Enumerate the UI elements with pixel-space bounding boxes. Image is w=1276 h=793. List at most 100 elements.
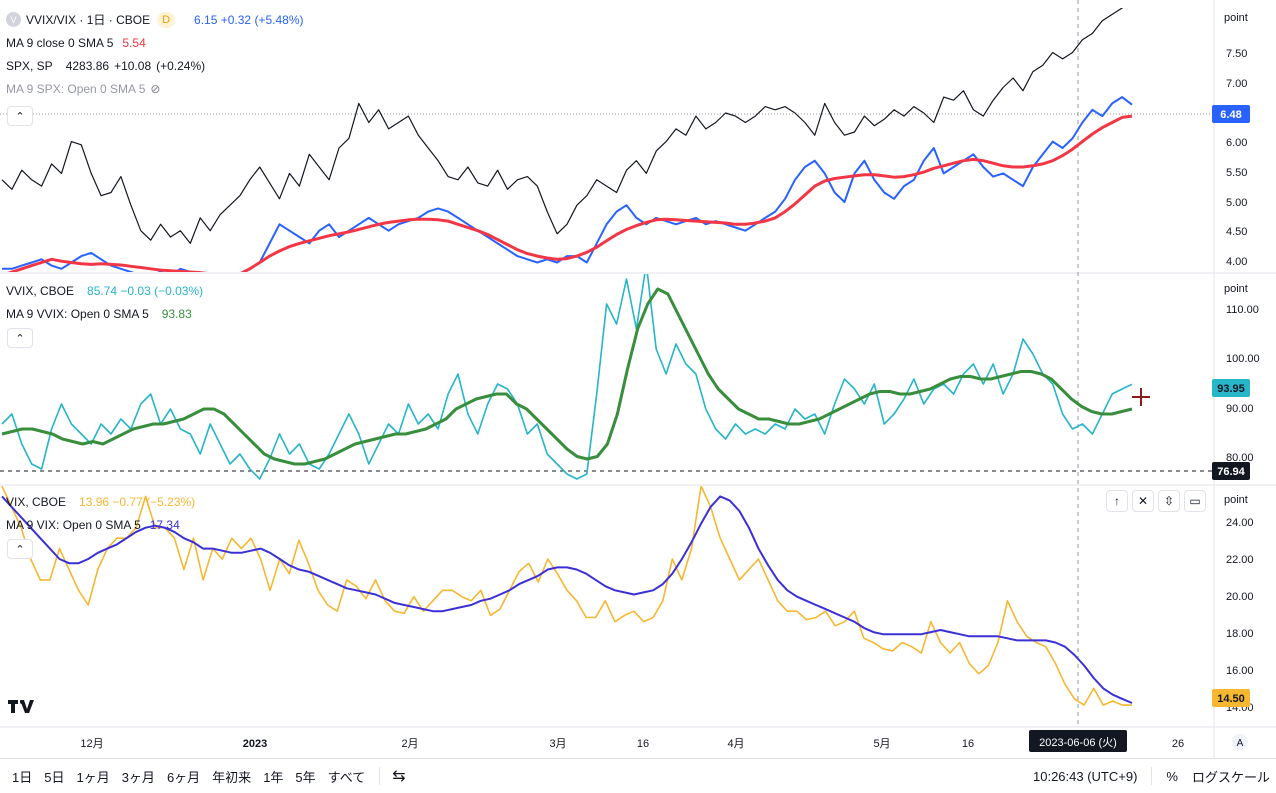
series-line-1-1[interactable]: [1, 287, 1133, 466]
y-tick-label: 4.00: [1226, 256, 1247, 268]
toolbar-divider: [379, 767, 381, 785]
pane-plot-area[interactable]: [1, 2, 1133, 282]
collapse-legend-button[interactable]: ⌃: [7, 539, 33, 559]
vix-legend[interactable]: VIX, CBOE 13.96 −0.77 (−5.23%): [6, 490, 195, 513]
axis-unit-label: point: [1224, 494, 1248, 506]
last-price-tag: 14.50: [1212, 689, 1250, 707]
pane-toolbar: ↑ ✕ ⇳ ▭: [1106, 490, 1206, 512]
x-tick-label: 5月: [873, 738, 890, 750]
change-pct-text: (−0.03%): [154, 283, 204, 298]
overlay-ma-legend[interactable]: MA 9 SPX: Open 0 SMA 5 ⊘: [6, 77, 303, 100]
value-text: 6.15: [194, 12, 218, 27]
main-series-legend[interactable]: V VVIX/VIX · 1日 · CBOE D 6.15 +0.32 (+5.…: [6, 8, 303, 31]
pane-3-legend: VIX, CBOE 13.96 −0.77 (−5.23%) MA 9 VIX:…: [6, 490, 195, 536]
vvix-ma-legend[interactable]: MA 9 VVIX: Open 0 SMA 5 93.83: [6, 302, 203, 325]
x-tick-label: 12月: [80, 738, 103, 750]
value-text: 85.74: [87, 283, 118, 298]
y-tick-label: 16.00: [1226, 665, 1254, 677]
ma-value: 17.34: [149, 517, 180, 532]
y-tick-label: 22.00: [1226, 554, 1254, 566]
y-tick-label: 20.00: [1226, 591, 1254, 603]
overlay-change-pct: (+0.24%): [156, 58, 206, 73]
auto-scale-button[interactable]: A: [1232, 734, 1248, 750]
pane-plot-area[interactable]: [1, 264, 1133, 480]
last-price-tag: 93.95: [1212, 379, 1250, 397]
change-pct-text: (+5.48%): [254, 12, 304, 27]
svg-text:2023-06-06 (火): 2023-06-06 (火): [1039, 737, 1117, 749]
collapse-legend-button[interactable]: ⌃: [7, 106, 33, 126]
series-line-2-0[interactable]: [1, 486, 1132, 706]
crosshair-cursor-icon: [1132, 388, 1150, 406]
date-range-icon[interactable]: ⇆: [392, 768, 406, 785]
series-line-2-1[interactable]: [1, 495, 1133, 704]
clock-time[interactable]: 10:26:43 (UTC+9): [1033, 768, 1138, 784]
range-button[interactable]: 年初来: [212, 769, 252, 785]
range-button[interactable]: 1日: [12, 769, 33, 785]
svg-text:14.50: 14.50: [1217, 693, 1245, 705]
hidden-eye-icon[interactable]: ⊘: [150, 81, 161, 96]
range-button[interactable]: すべて: [327, 769, 366, 785]
change-pct-text: (−5.23%): [146, 494, 196, 509]
y-tick-label: 100.00: [1226, 353, 1260, 365]
delayed-badge[interactable]: D: [157, 11, 176, 28]
crosshair-price-tag: 76.94: [1212, 462, 1250, 480]
pane-2-legend: VVIX, CBOE 85.74 −0.03 (−0.03%) MA 9 VVI…: [6, 279, 203, 325]
symbol-name[interactable]: VVIX/VIX · 1日 · CBOE: [26, 12, 151, 27]
svg-text:76.94: 76.94: [1217, 466, 1245, 478]
range-button[interactable]: 1ヶ月: [76, 769, 110, 785]
overlay-legend[interactable]: SPX, SP 4283.86 +10.08 (+0.24%): [6, 54, 303, 77]
x-tick-label: 2月: [401, 738, 418, 750]
axis-unit-label: point: [1224, 283, 1248, 295]
ma-value: 5.54: [122, 35, 146, 50]
change-text: −0.03: [120, 283, 151, 298]
symbol-text: VIX, CBOE: [6, 494, 67, 509]
symbol-text: VVIX, CBOE: [6, 283, 75, 298]
vvix-legend[interactable]: VVIX, CBOE 85.74 −0.03 (−0.03%): [6, 279, 203, 302]
symbol-text: VVIX/VIX: [26, 12, 77, 27]
last-value: 6.15 +0.32 (+5.48%): [194, 9, 303, 31]
ma-label: MA 9 VIX: Open 0 SMA 5: [6, 517, 141, 532]
last-price-tag: 6.48: [1212, 105, 1250, 123]
ma-legend[interactable]: MA 9 close 0 SMA 5 5.54: [6, 31, 303, 54]
x-tick-label: 16: [637, 738, 649, 750]
last-value: 85.74 −0.03 (−0.03%): [87, 280, 203, 302]
collapse-legend-button[interactable]: ⌃: [7, 328, 33, 348]
value-text: 13.96: [79, 494, 110, 509]
range-button[interactable]: 5日: [44, 769, 65, 785]
range-button[interactable]: 1年: [263, 769, 284, 785]
collapse-pane-icon[interactable]: ⇳: [1158, 490, 1180, 512]
log-scale-toggle[interactable]: ログスケール: [1191, 769, 1270, 785]
percent-scale-toggle[interactable]: %: [1166, 768, 1178, 784]
overlay-ma-label: MA 9 SPX: Open 0 SMA 5: [6, 81, 146, 96]
symbol-logo-icon: V: [6, 12, 21, 27]
range-button[interactable]: 5年: [295, 769, 316, 785]
y-tick-label: 90.00: [1226, 403, 1254, 415]
change-text: −0.77: [112, 494, 143, 509]
y-tick-label: 5.00: [1226, 197, 1247, 209]
y-tick-label: 4.50: [1226, 226, 1247, 238]
series-line-1-0[interactable]: [1, 264, 1133, 480]
y-tick-label: 110.00: [1226, 304, 1259, 316]
crosshair-date-tag: 2023-06-06 (火): [1029, 730, 1127, 752]
axis-unit-label: point: [1224, 12, 1248, 24]
x-tick-label: 4月: [727, 738, 744, 750]
range-selector: 1日 5日 1ヶ月 3ヶ月 6ヶ月 年初来 1年 5年 すべて: [12, 767, 365, 786]
series-line-0-1[interactable]: [2, 114, 1133, 275]
last-value: 13.96 −0.77 (−5.23%): [79, 491, 195, 513]
vix-ma-legend[interactable]: MA 9 VIX: Open 0 SMA 5 17.34: [6, 513, 195, 536]
tradingview-logo-icon[interactable]: [8, 698, 38, 719]
overlay-change: +10.08: [114, 58, 152, 73]
y-tick-label: 18.00: [1226, 628, 1254, 640]
maximize-pane-icon[interactable]: ▭: [1184, 490, 1206, 512]
range-button[interactable]: 6ヶ月: [166, 769, 201, 785]
series-line-0-2[interactable]: [1, 2, 1132, 244]
y-tick-label: 6.00: [1226, 137, 1247, 149]
close-pane-icon[interactable]: ✕: [1132, 490, 1154, 512]
pane-1-legend: V VVIX/VIX · 1日 · CBOE D 6.15 +0.32 (+5.…: [6, 8, 303, 100]
move-pane-up-icon[interactable]: ↑: [1106, 490, 1128, 512]
overlay-label: SPX, SP: [6, 58, 53, 73]
series-line-0-0[interactable]: [2, 96, 1133, 281]
range-button[interactable]: 3ヶ月: [121, 769, 155, 785]
pane-plot-area[interactable]: [1, 486, 1133, 706]
